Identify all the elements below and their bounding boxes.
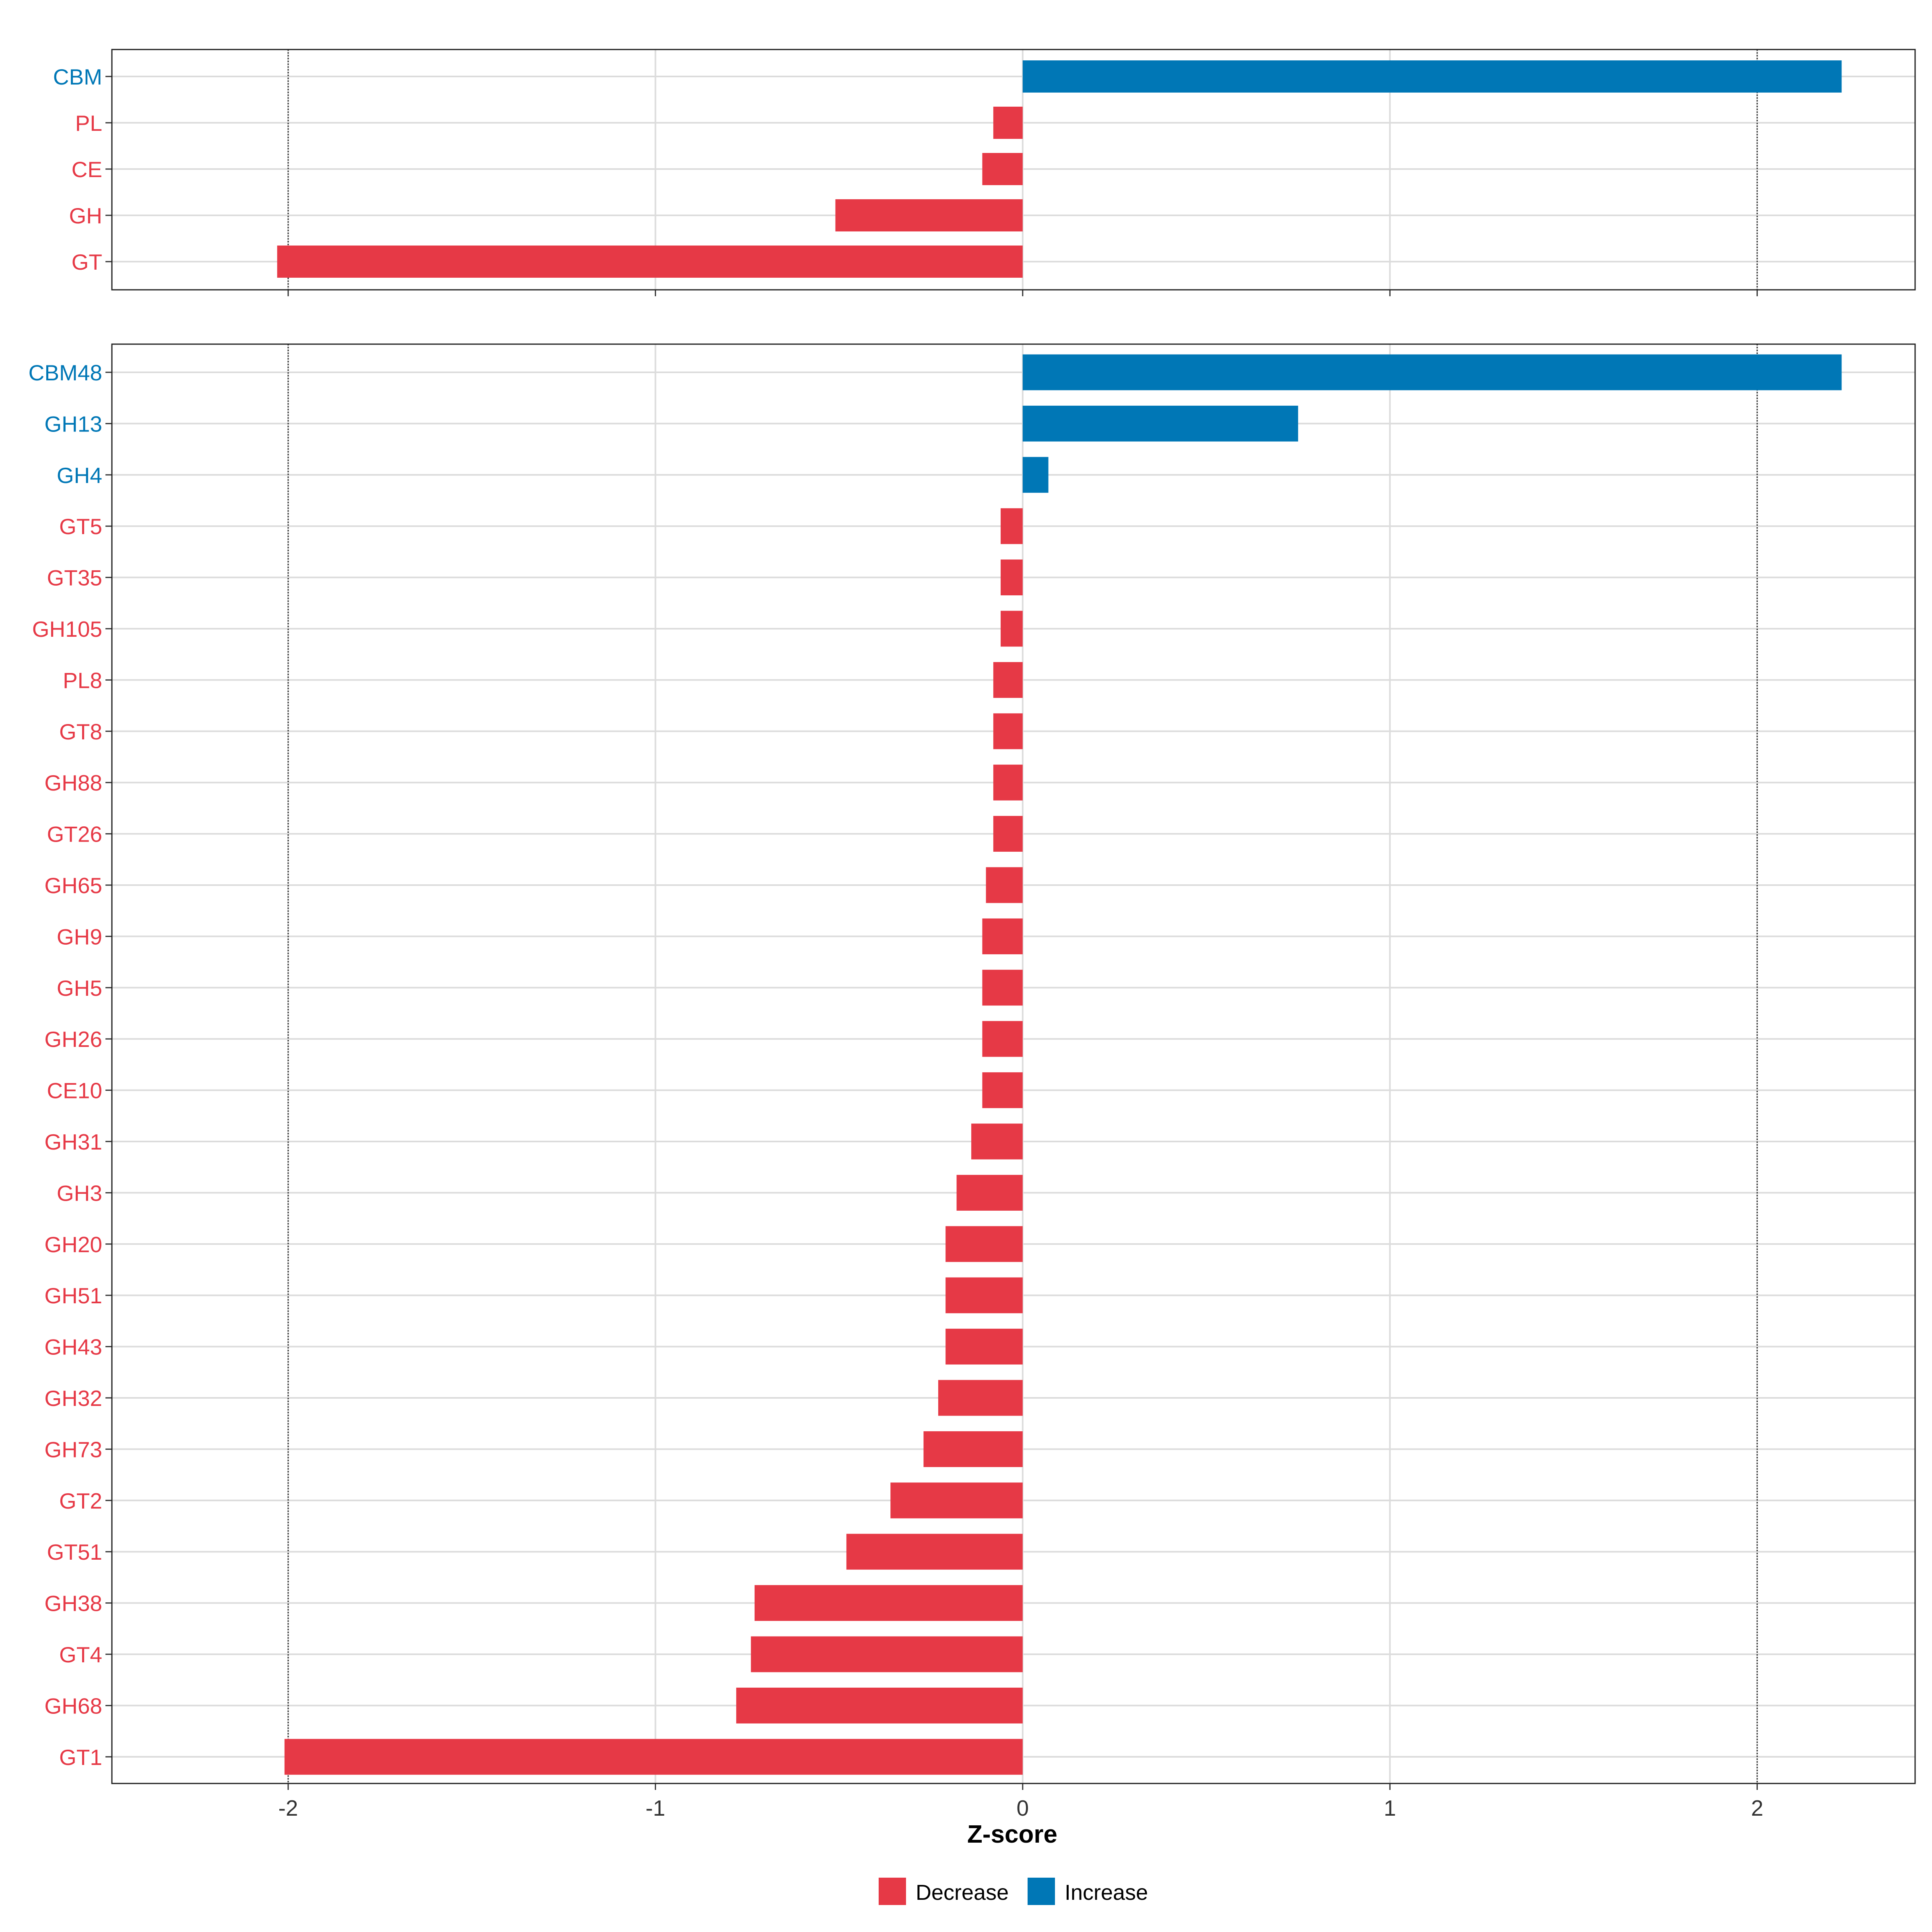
bar-GH32 <box>938 1380 1023 1416</box>
bar-GT <box>277 246 1023 278</box>
category-label-CBM: CBM <box>53 64 102 89</box>
category-label-GT8: GT8 <box>59 719 102 744</box>
bar-GH73 <box>923 1431 1023 1467</box>
category-label-GT51: GT51 <box>47 1540 102 1565</box>
x-tick-label-3: 1 <box>1384 1796 1396 1821</box>
bar-PL <box>993 107 1023 139</box>
panel-class-category-labels: CBM PL CE GH GT <box>53 64 102 275</box>
bar-GT35 <box>1001 559 1023 596</box>
x-tick-label-1: -1 <box>646 1796 665 1821</box>
panel-family-bars <box>284 354 1842 1775</box>
category-label-GH68: GH68 <box>44 1693 102 1718</box>
category-label-GH13: GH13 <box>44 411 102 436</box>
bar-GH68 <box>736 1687 1023 1724</box>
bar-GH38 <box>754 1585 1023 1621</box>
bar-CBM <box>1022 60 1842 93</box>
panel-family-y-ticks <box>105 372 112 1758</box>
category-label-GT1: GT1 <box>59 1745 102 1770</box>
bar-CE10 <box>982 1072 1023 1108</box>
panel-family-reference-lines <box>287 344 1758 1783</box>
category-label-CBM48: CBM48 <box>29 360 102 385</box>
bar-GT26 <box>993 816 1023 852</box>
panel-class-y-ticks <box>105 76 112 262</box>
category-label-PL: PL <box>75 111 102 136</box>
bar-GH3 <box>956 1174 1023 1211</box>
category-label-GH5: GH5 <box>57 976 102 1001</box>
panel-class-border <box>111 49 1916 291</box>
category-label-GH65: GH65 <box>44 873 102 898</box>
panel-family-x-ticks <box>287 1783 1758 1790</box>
panel-family-border <box>111 343 1916 1784</box>
bar-GH20 <box>945 1226 1023 1262</box>
category-label-GH73: GH73 <box>44 1437 102 1462</box>
category-label-GT26: GT26 <box>47 822 102 847</box>
category-label-GH32: GH32 <box>44 1386 102 1411</box>
category-label-GH9: GH9 <box>57 924 102 949</box>
category-label-GH: GH <box>69 203 103 228</box>
bar-GT5 <box>1001 508 1023 544</box>
category-label-GT4: GT4 <box>59 1642 102 1667</box>
bar-GT8 <box>993 713 1023 749</box>
legend: Decrease Increase <box>879 1878 1148 1905</box>
category-label-GT35: GT35 <box>47 566 102 590</box>
panel-class: CBM PL CE GH GT <box>53 49 1916 296</box>
category-label-GH26: GH26 <box>44 1027 102 1052</box>
legend-swatch-increase <box>1028 1878 1055 1905</box>
category-label-CE10: CE10 <box>47 1078 102 1103</box>
bar-CE <box>982 153 1023 185</box>
bar-GH <box>835 199 1023 231</box>
x-tick-label-2: 0 <box>1017 1796 1029 1821</box>
category-label-GH88: GH88 <box>44 770 102 795</box>
bar-GH4 <box>1022 457 1049 493</box>
bar-GH65 <box>986 867 1023 903</box>
category-label-PL8: PL8 <box>63 668 102 693</box>
category-label-GH51: GH51 <box>44 1283 102 1308</box>
legend-label-decrease: Decrease <box>916 1880 1009 1905</box>
bar-GH26 <box>982 1021 1023 1057</box>
panel-family: CBM48 GH13 GH4 GT5 GT35 GH105 PL8 GT8 GH88 GT26 GH… <box>29 343 1916 1821</box>
x-axis-tick-labels: -2 -1 0 1 2 <box>279 1796 1763 1821</box>
legend-swatch-decrease <box>879 1878 906 1905</box>
bar-GT4 <box>751 1636 1023 1672</box>
panel-class-bars <box>277 60 1842 278</box>
bar-GH31 <box>971 1123 1023 1160</box>
category-label-GH3: GH3 <box>57 1181 102 1205</box>
category-label-GH31: GH31 <box>44 1129 102 1154</box>
x-tick-label-0: -2 <box>279 1796 298 1821</box>
bar-GH13 <box>1022 405 1298 442</box>
category-label-GH4: GH4 <box>57 463 102 488</box>
panel-class-x-ticks <box>287 290 1758 296</box>
bar-GT2 <box>890 1482 1023 1519</box>
bar-GT51 <box>846 1534 1023 1570</box>
category-label-GT: GT <box>72 250 102 275</box>
bar-GH5 <box>982 970 1023 1006</box>
x-axis-title: Z-score <box>967 1821 1057 1848</box>
bar-GH105 <box>1001 611 1023 647</box>
category-label-GH20: GH20 <box>44 1232 102 1257</box>
category-label-GH43: GH43 <box>44 1335 102 1360</box>
bar-GH43 <box>945 1329 1023 1365</box>
category-label-GH105: GH105 <box>32 617 102 642</box>
legend-label-increase: Increase <box>1065 1880 1148 1905</box>
category-label-GH38: GH38 <box>44 1591 102 1616</box>
x-tick-label-4: 2 <box>1751 1796 1763 1821</box>
bar-GT1 <box>284 1739 1023 1775</box>
panel-family-category-labels: CBM48 GH13 GH4 GT5 GT35 GH105 PL8 GT8 GH88 GT26 GH… <box>29 360 102 1770</box>
bar-GH88 <box>993 764 1023 801</box>
category-label-GT5: GT5 <box>59 514 102 539</box>
category-label-GT2: GT2 <box>59 1488 102 1513</box>
bar-PL8 <box>993 662 1023 698</box>
bar-GH51 <box>945 1277 1023 1313</box>
category-label-CE: CE <box>72 157 102 182</box>
bar-GH9 <box>982 918 1023 954</box>
bar-CBM48 <box>1022 354 1842 390</box>
